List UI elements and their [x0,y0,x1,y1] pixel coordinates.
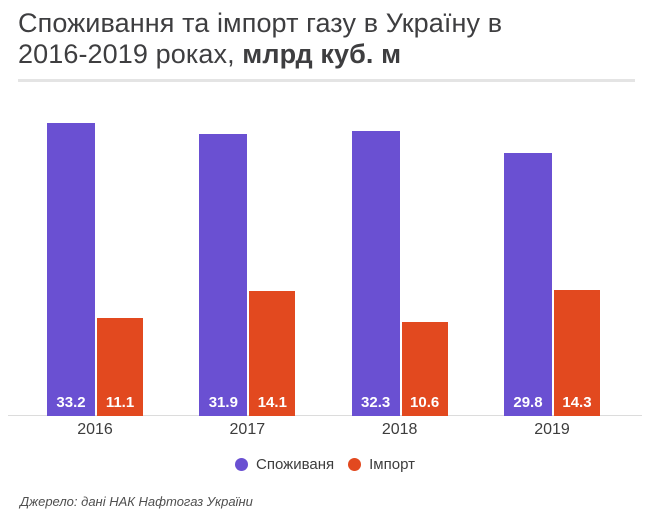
bar-consumption-2018: 32.3 [351,131,400,416]
legend-item-import: Імпорт [348,456,415,473]
x-axis-label-2019: 2019 [534,421,570,438]
title-divider [18,79,635,82]
x-axis-label-2017: 2017 [229,421,266,438]
bar-value-label: 10.6 [410,394,440,411]
bar-group-2016: 33.2 11.1 [47,123,143,416]
legend-dot-import-icon [348,458,362,471]
bar-import-2019: 14.3 [553,290,600,416]
bar-value-label: 33.2 [56,394,86,411]
bar-import-2018: 10.6 [401,322,448,416]
bar-value-label: 29.8 [513,394,543,411]
bar-consumption-2016: 33.2 [47,123,95,416]
legend-label-import: Імпорт [369,456,415,473]
bar-groups: 33.2 11.1 31.9 14.1 32.3 10.6 29.8 14.3 [0,123,650,416]
chart-title-line1: Споживання та імпорт газу в Україну в [18,8,503,38]
legend-label-consumption: Споживаня [256,456,335,473]
bar-import-2017: 14.1 [249,291,296,416]
chart-header: Споживання та імпорт газу в Україну в 201… [0,0,650,70]
x-axis-label-2016: 2016 [77,421,113,438]
legend-item-consumption: Споживаня [235,456,334,473]
chart-title: Споживання та імпорт газу в Україну в 201… [0,0,650,70]
bar-value-label: 11.1 [105,394,135,411]
bar-group-2017: 31.9 14.1 [199,123,296,416]
legend-dot-consumption-icon [235,458,249,471]
chart-title-line2: 2016-2019 роках, [18,39,243,69]
x-axis-labels: 2016 2017 2018 2019 [0,416,650,439]
bar-consumption-2017: 31.9 [199,134,248,416]
source-note: Джерело: дані НАК Нафтогаз України [20,494,253,509]
bar-value-label: 14.3 [562,394,592,411]
bar-value-label: 14.1 [257,394,287,411]
x-axis-label-2018: 2018 [381,421,418,438]
bar-value-label: 32.3 [361,394,391,411]
bar-group-2018: 32.3 10.6 [351,123,448,416]
bar-value-label: 31.9 [208,394,238,411]
bar-import-2016: 11.1 [97,318,143,416]
bar-consumption-2019: 29.8 [503,153,552,416]
bar-group-2019: 29.8 14.3 [503,123,600,416]
chart-legend: Споживаня Імпорт [0,456,650,473]
chart-title-unit: млрд куб. м [242,39,402,69]
x-axis-line [8,415,642,416]
bar-chart-plot: 33.2 11.1 31.9 14.1 32.3 10.6 29.8 14.3 [0,82,650,416]
